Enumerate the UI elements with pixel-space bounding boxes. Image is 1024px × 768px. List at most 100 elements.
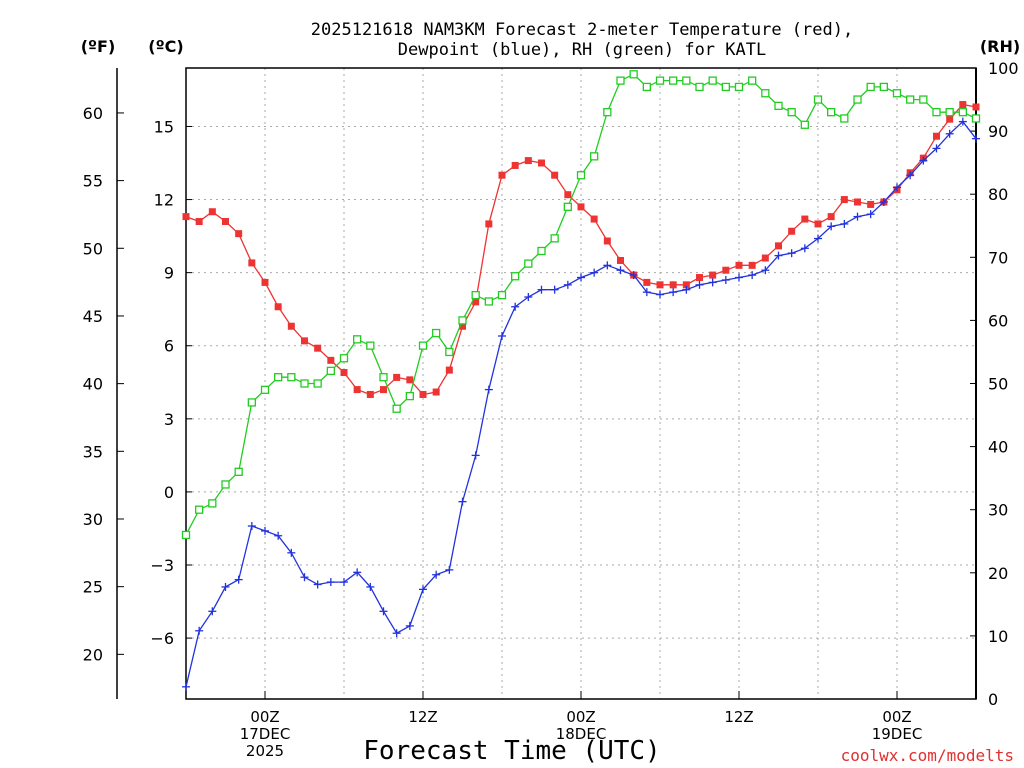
data-point (419, 390, 427, 398)
rh-tick-label: 80 (988, 185, 1008, 204)
data-point (564, 191, 572, 199)
data-point (234, 575, 243, 584)
rh-tick-label: 20 (988, 564, 1008, 583)
data-point (814, 220, 822, 228)
data-point (538, 159, 545, 167)
data-point (853, 212, 862, 221)
fahrenheit-tick-label: 35 (83, 442, 103, 461)
rh-tick-label: 10 (988, 627, 1008, 646)
data-point (339, 354, 349, 363)
data-point (919, 95, 928, 104)
data-point (774, 251, 783, 260)
data-point (287, 322, 295, 330)
rh-axis-header: (RH) (980, 37, 1020, 56)
data-point (787, 249, 796, 258)
data-point (867, 200, 875, 208)
data-point (971, 114, 981, 123)
data-point (669, 281, 677, 289)
celsius-tick-label: 3 (164, 410, 174, 429)
data-point (195, 217, 203, 225)
data-point (787, 108, 796, 117)
fahrenheit-tick-label: 30 (83, 510, 103, 529)
data-point (274, 531, 283, 540)
data-point (656, 281, 664, 289)
data-point (484, 385, 493, 394)
fahrenheit-tick-label: 45 (83, 307, 103, 326)
fahrenheit-tick-label: 60 (83, 104, 103, 123)
data-point (577, 273, 585, 282)
data-point (432, 328, 441, 338)
data-point (406, 376, 414, 384)
data-point (682, 285, 691, 294)
data-point (366, 582, 375, 591)
rh-tick-label: 60 (988, 311, 1008, 330)
data-point (380, 386, 387, 394)
series-dewpoint (182, 117, 980, 691)
axes: 202530354045505560−6−3036912150102030405… (83, 59, 1019, 760)
rh-tick-label: 50 (988, 375, 1008, 394)
title: 2025121618 NAM3KM Forecast 2-meter Tempe… (311, 20, 853, 60)
data-point (353, 568, 362, 577)
data-point (326, 366, 335, 376)
x-tick-label: 00Z (250, 708, 279, 726)
data-point (221, 582, 230, 591)
series-layer (181, 70, 981, 691)
data-point (932, 108, 941, 117)
data-point (234, 467, 243, 476)
data-point (432, 388, 440, 396)
data-point (300, 573, 309, 582)
data-point (379, 373, 388, 382)
x-axis-label: Forecast Time (UTC) (363, 736, 660, 766)
data-point (392, 629, 401, 638)
data-point (853, 95, 862, 104)
data-point (972, 134, 980, 143)
fahrenheit-axis-header: (ºF) (81, 37, 116, 56)
data-point (892, 89, 902, 98)
data-point (274, 373, 283, 382)
data-point (393, 373, 401, 381)
x-tick-label: 17DEC (240, 725, 291, 743)
data-point (511, 302, 520, 311)
data-point (484, 297, 493, 306)
celsius-tick-label: 9 (164, 264, 174, 283)
celsius-tick-label: 0 (164, 483, 174, 502)
data-point (879, 82, 888, 92)
data-point (459, 322, 466, 330)
data-point (326, 578, 335, 587)
data-point (182, 213, 190, 221)
data-point (524, 157, 532, 165)
title-line-2: Dewpoint (blue), RH (green) for KATL (398, 40, 766, 60)
data-point (511, 272, 520, 281)
data-point (959, 101, 967, 109)
data-point (287, 373, 296, 382)
rh-tick-label: 30 (988, 501, 1008, 520)
data-point (748, 271, 757, 280)
data-point (854, 198, 861, 206)
data-point (405, 391, 414, 401)
data-point (656, 290, 664, 299)
celsius-tick-label: −6 (150, 629, 174, 648)
data-point (313, 379, 322, 388)
data-point (590, 152, 599, 161)
data-point (722, 266, 730, 274)
x-tick-label: 19DEC (872, 725, 923, 743)
data-point (814, 234, 822, 243)
data-point (327, 356, 335, 364)
data-point (314, 344, 322, 352)
data-point (498, 331, 506, 340)
data-point (972, 103, 980, 111)
data-point (353, 335, 362, 344)
data-point (748, 76, 757, 85)
data-point (629, 70, 638, 79)
fahrenheit-tick-label: 25 (83, 578, 103, 597)
data-point (946, 115, 954, 123)
data-point (287, 548, 296, 557)
data-point (260, 385, 270, 394)
data-point (840, 196, 848, 204)
data-point (366, 390, 374, 398)
credit-text: coolwx.com/modelts (841, 746, 1014, 765)
rh-tick-label: 0 (988, 690, 998, 709)
data-point (208, 208, 216, 216)
data-point (801, 215, 809, 223)
